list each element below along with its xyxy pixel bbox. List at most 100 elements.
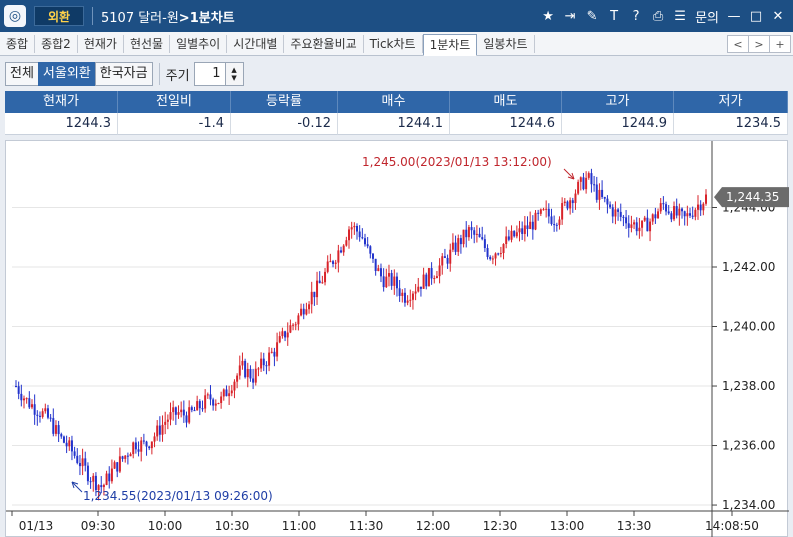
filter-divider [158, 63, 160, 85]
candle-body [587, 173, 590, 178]
candle-body [409, 299, 412, 301]
inquire-button[interactable]: 문의 [695, 10, 719, 26]
print-icon[interactable]: ⎙ [652, 8, 664, 24]
candle-body [531, 221, 534, 230]
candle-body [116, 462, 119, 472]
candle-body [521, 228, 524, 234]
candle-body [41, 411, 44, 417]
tab-by-time[interactable]: 시간대별 [227, 34, 285, 53]
candle-body [601, 189, 604, 198]
candle-body [46, 408, 49, 418]
candle-body [92, 475, 95, 482]
candle-body [321, 282, 324, 284]
candle-body [212, 399, 215, 406]
period-input[interactable]: 1 [193, 62, 226, 86]
candle-body [76, 455, 79, 463]
candle-body [134, 442, 137, 450]
x-tick-label: 12:30 [483, 519, 518, 533]
low-arrow [71, 481, 83, 493]
close-icon[interactable]: ✕ [772, 8, 784, 24]
candle-body [356, 225, 359, 232]
tab-prev-button[interactable]: < [727, 35, 749, 53]
period-stepper[interactable]: ▲ ▼ [225, 62, 244, 86]
candle-body [302, 308, 305, 315]
candle-body [473, 230, 476, 235]
tab-daily-trend[interactable]: 일별추이 [170, 34, 228, 53]
category-tag[interactable]: 외환 [34, 6, 84, 26]
x-tick-label: 11:30 [349, 519, 384, 533]
low-annotation: 1,234.55(2023/01/13 09:26:00) [83, 489, 273, 503]
candle-body [534, 212, 537, 230]
help-icon[interactable]: ? [632, 8, 640, 24]
candle-body [395, 276, 398, 289]
tab-summary2[interactable]: 종합2 [35, 34, 78, 53]
candle-body [260, 358, 263, 369]
screen-code: 5107 달러-원 [101, 10, 179, 26]
price-chart[interactable]: 1,234.00 1,236.00 1,238.00 1,240.00 1,242.00… [5, 140, 790, 537]
link-out-icon[interactable]: ⇥ [564, 8, 576, 24]
x-tick-label: 10:00 [148, 519, 183, 533]
candle-body [230, 390, 233, 394]
candle-body [369, 246, 372, 254]
settings-pen-icon[interactable]: ✎ [586, 8, 598, 24]
candle-body [691, 215, 694, 217]
candle-body [78, 462, 81, 467]
candle-body [228, 393, 231, 397]
favorite-star-icon[interactable]: ★ [542, 8, 554, 24]
tab-daily-chart[interactable]: 일봉차트 [477, 34, 535, 53]
candle-body [457, 238, 460, 252]
filter-korea-money-button[interactable]: 한국자금 [94, 62, 153, 86]
candle-body [17, 386, 20, 394]
candle-body [108, 473, 111, 482]
candle-body [297, 315, 300, 325]
text-size-icon[interactable]: T [610, 8, 619, 24]
candle-body [582, 177, 585, 190]
maximize-icon[interactable]: □ [749, 8, 763, 24]
tab-1min-chart[interactable]: 1분차트 [422, 33, 478, 56]
candle-body [633, 222, 636, 225]
tab-major-rates[interactable]: 주요환율비교 [284, 34, 364, 53]
y-tick-label: 1,238.00 [722, 379, 775, 393]
filter-seoul-fx-button[interactable]: 서울외환 [37, 62, 96, 86]
tab-spot-futures[interactable]: 현선물 [124, 34, 171, 53]
candle-body [140, 440, 143, 452]
candle-body [489, 256, 492, 260]
candle-body [38, 415, 41, 417]
candle-body [449, 249, 452, 264]
list-menu-icon[interactable]: ☰ [674, 8, 686, 24]
candle-body [643, 217, 646, 221]
x-tick-label: 10:30 [215, 519, 250, 533]
candle-body [153, 436, 156, 442]
candle-body [276, 342, 279, 357]
candle-body [393, 276, 396, 286]
candle-body [686, 213, 689, 217]
high-annotation: 1,245.00(2023/01/13 13:12:00) [362, 155, 552, 169]
candle-body [499, 253, 502, 255]
tab-summary[interactable]: 종합 [0, 34, 36, 53]
candle-body [100, 485, 103, 488]
filter-all-button[interactable]: 전체 [5, 62, 39, 86]
stepper-up-icon[interactable]: ▲ [231, 66, 237, 74]
title-toolbar: ★ ⇥ ✎ T ? ⎙ ☰ 문의 — □ ✕ [541, 7, 793, 26]
candle-body [609, 204, 612, 208]
candle-body [169, 412, 172, 420]
candle-body [585, 177, 588, 190]
candle-body [348, 229, 351, 241]
quote-header-row: 현재가 전일비 등락률 매수 매도 고가 저가 [5, 91, 788, 113]
chart-canvas[interactable]: 1,234.00 1,236.00 1,238.00 1,240.00 1,242.00… [6, 141, 790, 537]
minimize-icon[interactable]: — [727, 8, 741, 24]
candle-body [30, 404, 33, 408]
tab-tick-chart[interactable]: Tick차트 [364, 34, 423, 53]
candle-body [180, 409, 183, 413]
candle-body [547, 208, 550, 217]
candle-body [148, 446, 151, 449]
candle-body [137, 449, 140, 452]
value-ask: 1244.6 [450, 113, 562, 135]
stepper-down-icon[interactable]: ▼ [231, 74, 237, 82]
candle-body [502, 244, 505, 254]
tab-current-price[interactable]: 현재가 [78, 34, 124, 53]
tab-next-button[interactable]: > [748, 35, 770, 53]
candle-body [220, 396, 223, 404]
tab-add-button[interactable]: + [769, 35, 791, 53]
candle-body [483, 239, 486, 249]
